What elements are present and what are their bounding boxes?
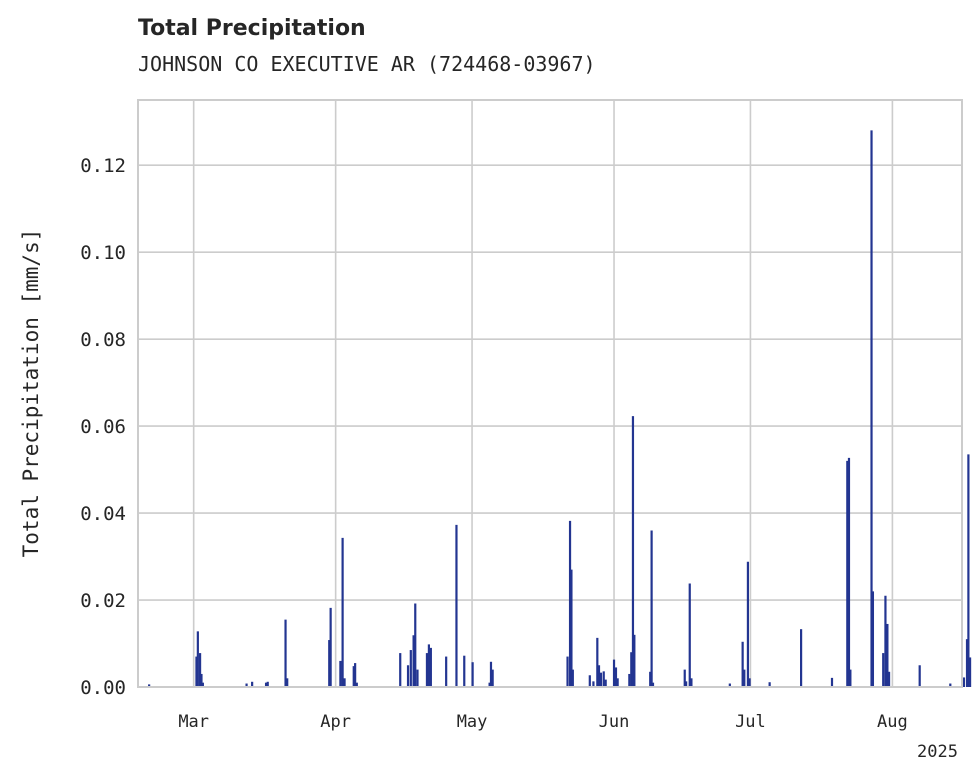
y-tick-label: 0.08 (80, 329, 126, 351)
y-axis-label: Total Precipitation [mm/s] (19, 229, 43, 558)
y-tick-label: 0.12 (80, 155, 126, 177)
y-tick-label: 0.04 (80, 503, 126, 525)
x-tick-label: Aug (877, 712, 908, 732)
chart-subtitle: JOHNSON CO EXECUTIVE AR (724468-03967) (138, 52, 596, 76)
x-tick-label: Jun (599, 712, 630, 732)
y-tick-label: 0.06 (80, 416, 126, 438)
chart-title: Total Precipitation (138, 16, 366, 41)
y-tick-label: 0.00 (80, 677, 126, 699)
plot-area (138, 100, 962, 687)
precipitation-series (148, 130, 972, 687)
x-tick-label: Apr (320, 712, 351, 732)
x-tick-label: Mar (178, 712, 209, 732)
y-tick-label: 0.02 (80, 590, 126, 612)
x-tick-label: May (457, 712, 488, 732)
year-label: 2025 (917, 742, 958, 762)
y-axis-ticks: 0.00 0.02 0.04 0.06 0.08 0.10 0.12 (80, 155, 126, 699)
y-tick-label: 0.10 (80, 242, 126, 264)
x-axis-ticks: Mar Apr May Jun Jul Aug (178, 712, 907, 732)
plot-frame (137, 99, 963, 688)
x-tick-label: Jul (735, 712, 766, 732)
grid-lines (138, 100, 962, 688)
